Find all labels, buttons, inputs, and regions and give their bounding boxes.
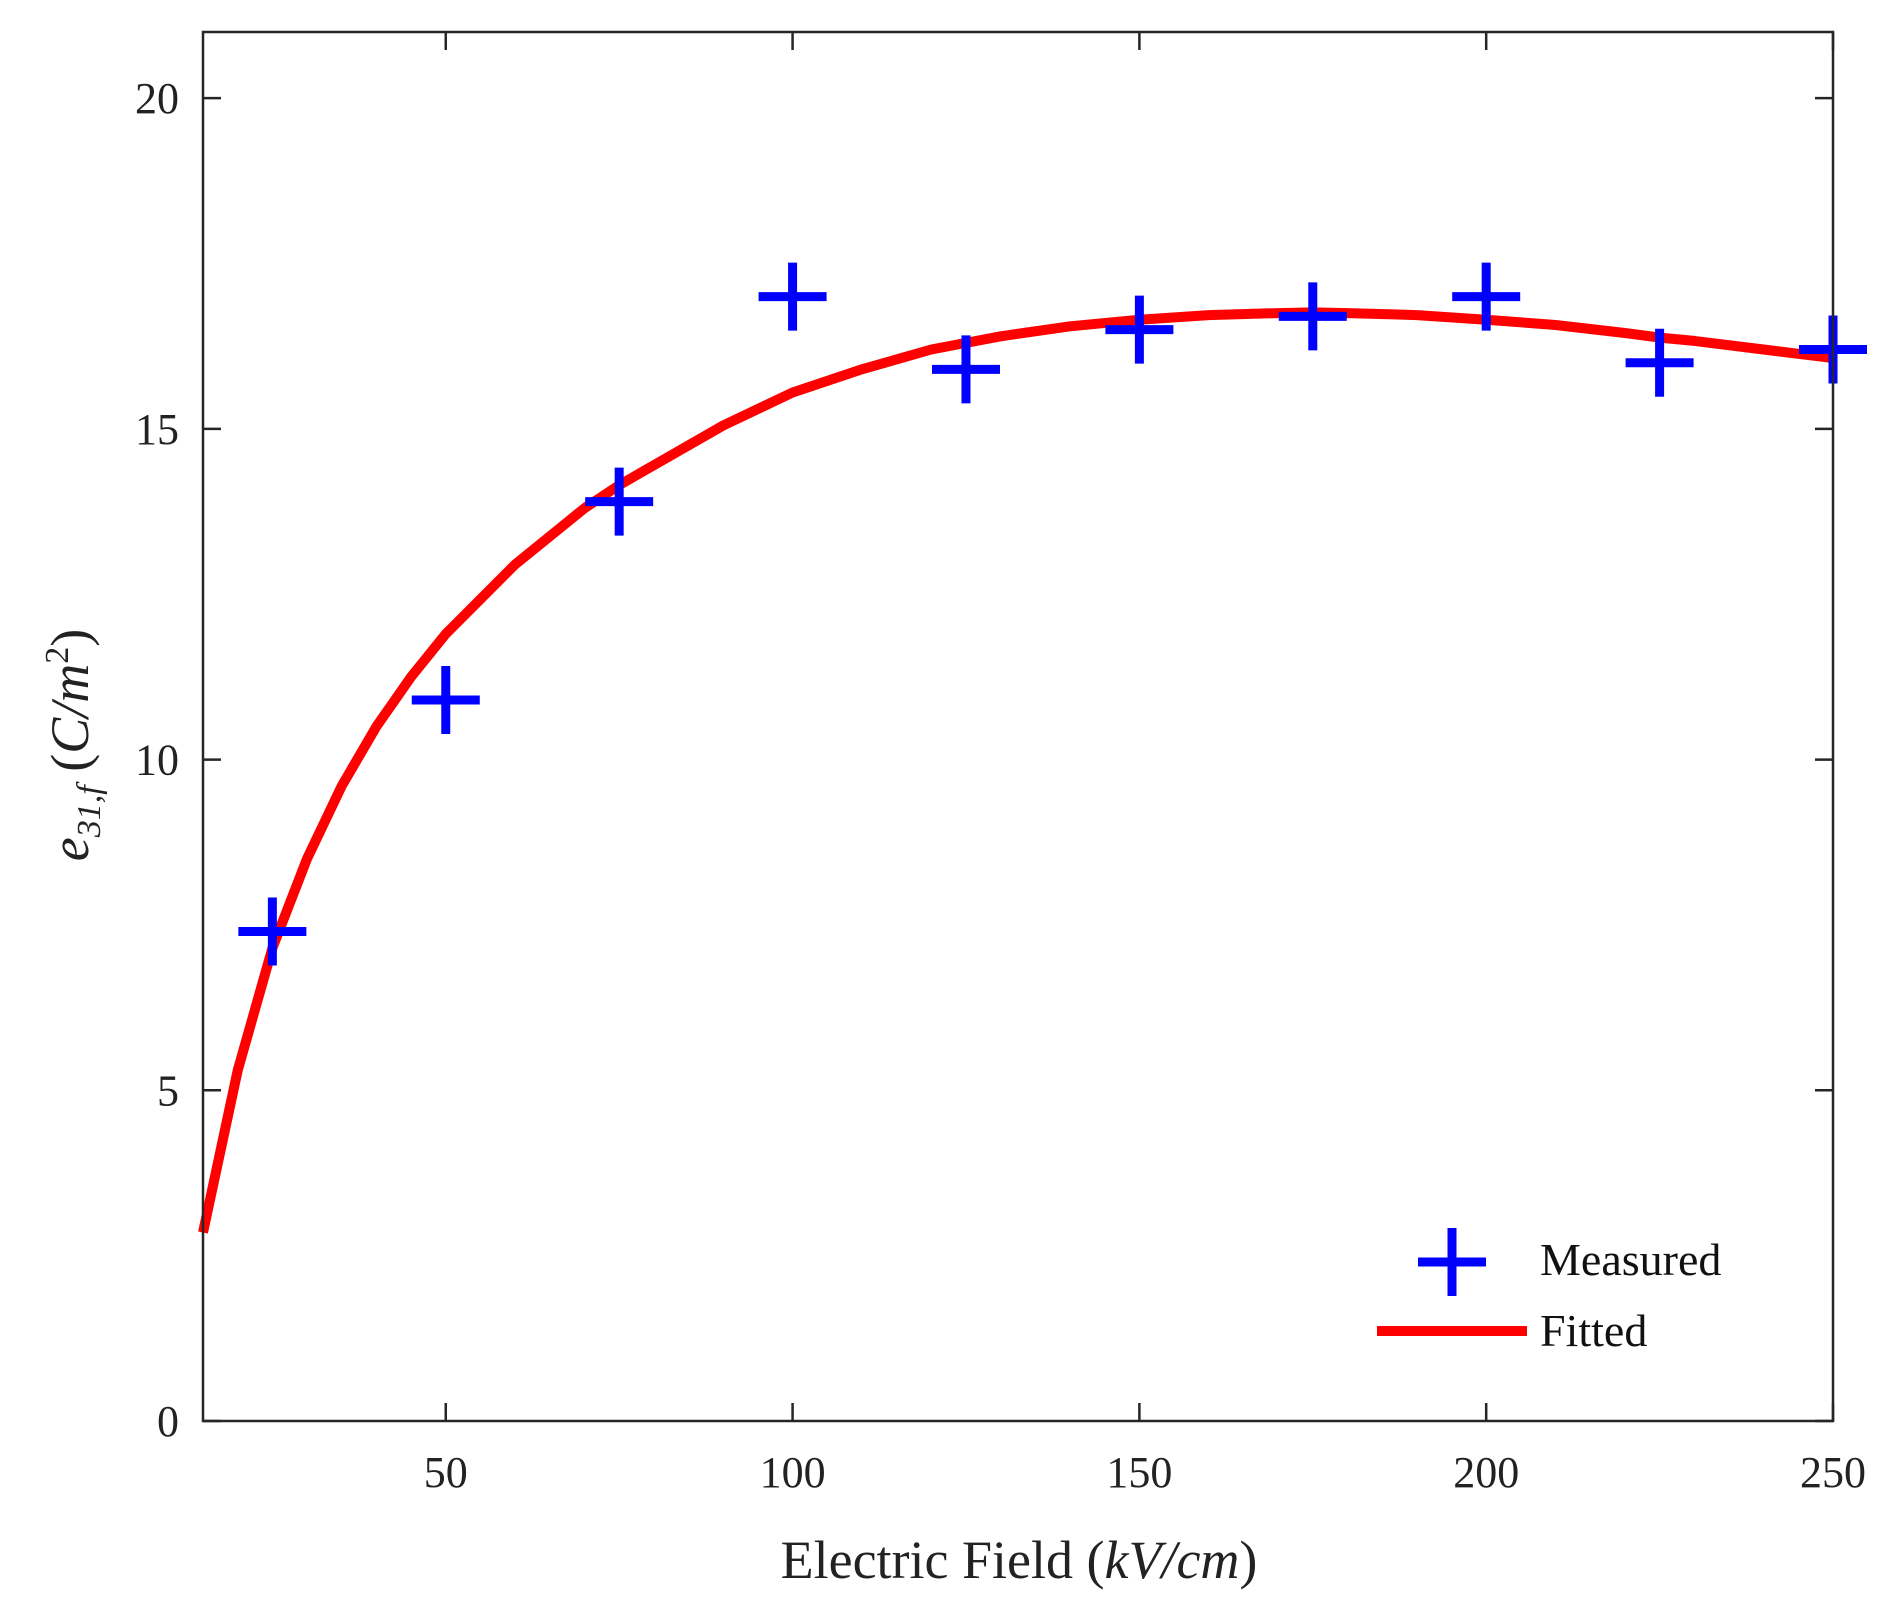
y-axis-label-unit: C/m — [40, 664, 100, 754]
y-axis-label-unit-superscript: 2 — [39, 647, 76, 664]
plot-area — [203, 32, 1833, 1421]
x-axis-label-unit-close: ) — [1239, 1530, 1257, 1590]
axes-box — [201, 30, 1835, 1423]
y-tick-label: 5 — [157, 1066, 179, 1115]
x-tick-label: 150 — [1106, 1448, 1172, 1497]
x-tick-label: 250 — [1800, 1448, 1866, 1497]
x-tick-label: 100 — [760, 1448, 826, 1497]
y-tick-label: 15 — [135, 405, 179, 454]
measured-point — [238, 897, 307, 966]
measured-markers-layer — [238, 262, 1867, 966]
x-tick-label: 50 — [424, 1448, 468, 1497]
legend-fitted-label: Fitted — [1540, 1305, 1647, 1356]
legend-measured-label: Measured — [1540, 1234, 1721, 1285]
y-axis-label: e31,f (C/m2) — [39, 629, 108, 861]
measured-point — [1452, 262, 1521, 331]
legend-measured-marker — [1418, 1228, 1486, 1296]
y-axis-ticks: 0 5 10 15 20 — [135, 74, 1833, 1446]
y-axis-label-spacer — [40, 772, 100, 786]
y-tick-label: 20 — [135, 74, 179, 123]
y-tick-label: 0 — [157, 1397, 179, 1446]
plot-background — [203, 32, 1833, 1421]
x-axis-label-text: Electric Field — [781, 1530, 1087, 1590]
x-axis-ticks: 50 100 150 200 250 — [424, 32, 1866, 1497]
x-axis-label-unit: kV/cm — [1104, 1530, 1239, 1590]
fitted-curve-layer — [198, 307, 1834, 1234]
x-tick-label: 200 — [1453, 1448, 1519, 1497]
axes-frame — [201, 30, 1835, 1423]
fitted-curve — [198, 307, 1834, 1234]
measured-point — [758, 262, 827, 331]
x-axis-label: Electric Field (kV/cm) — [781, 1530, 1258, 1590]
y-axis-label-subscript: 31,f — [71, 781, 108, 839]
x-axis-label-unit-open: ( — [1087, 1530, 1105, 1590]
y-tick-label: 10 — [135, 736, 179, 785]
measured-point — [1278, 282, 1347, 351]
y-axis-label-unit-open: ( — [40, 754, 100, 772]
y-axis-label-symbol: e — [40, 837, 100, 861]
measured-point — [1625, 328, 1694, 397]
measured-point — [585, 467, 654, 536]
measured-point — [1105, 295, 1174, 364]
measured-point — [931, 335, 1000, 404]
y-axis-label-unit-close: ) — [40, 629, 100, 647]
measured-point — [411, 666, 480, 735]
legend: Measured Fitted — [1377, 1228, 1721, 1356]
